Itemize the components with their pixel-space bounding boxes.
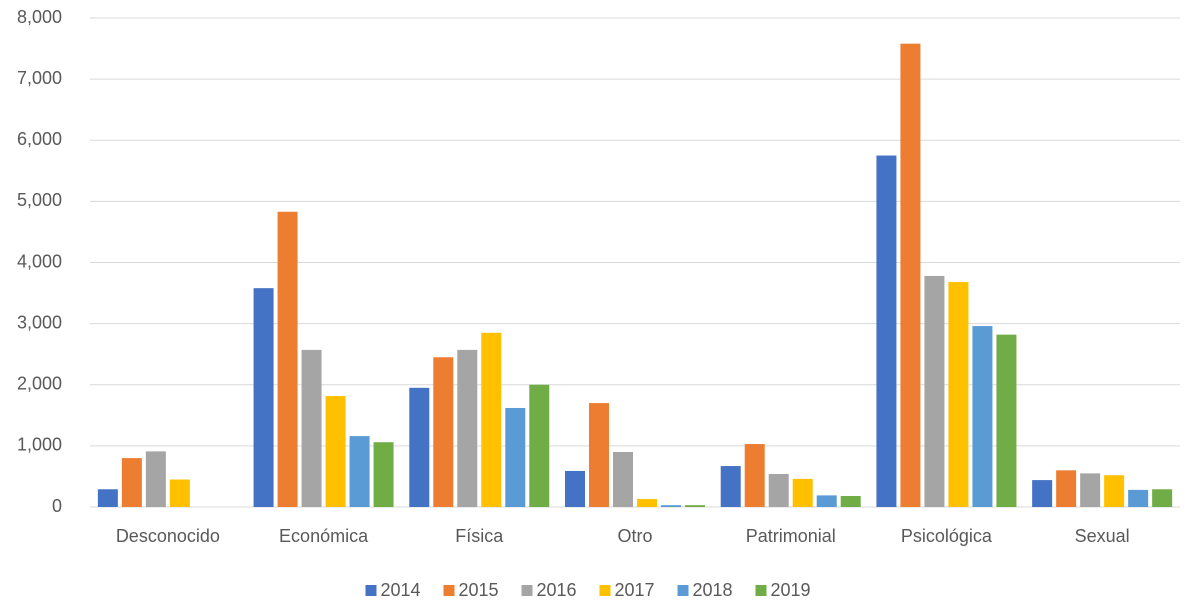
bar <box>948 282 969 507</box>
bar <box>720 466 741 507</box>
bar <box>900 43 921 508</box>
y-tick-label: 1,000 <box>17 435 62 455</box>
legend-label: 2014 <box>381 580 421 600</box>
legend-label: 2017 <box>615 580 655 600</box>
bar <box>145 451 166 507</box>
x-tick-label: Económica <box>279 526 369 546</box>
legend-swatch <box>443 585 455 596</box>
bar <box>565 470 585 507</box>
bar <box>121 458 142 507</box>
bar <box>409 387 430 507</box>
bar <box>481 332 502 507</box>
bar <box>768 473 789 507</box>
bar <box>1128 489 1149 507</box>
legend-swatch <box>521 585 533 596</box>
bar <box>529 384 550 507</box>
bar <box>876 155 897 507</box>
legend-swatch <box>755 585 767 596</box>
legend-label: 2015 <box>459 580 499 600</box>
bar <box>972 326 993 507</box>
bar <box>433 357 454 507</box>
y-tick-label: 0 <box>52 496 62 516</box>
x-tick-label: Desconocido <box>116 526 220 546</box>
y-tick-label: 5,000 <box>17 190 62 210</box>
bar <box>685 505 705 507</box>
y-tick-label: 7,000 <box>17 68 62 88</box>
bar <box>373 442 394 507</box>
bar <box>637 499 657 507</box>
bar <box>301 349 322 507</box>
x-tick-label: Sexual <box>1075 526 1130 546</box>
legend-swatch <box>599 585 611 596</box>
y-tick-label: 3,000 <box>17 312 62 332</box>
bar <box>996 334 1017 507</box>
bar <box>1056 470 1077 507</box>
y-tick-label: 4,000 <box>17 251 62 271</box>
bar <box>661 505 681 507</box>
bar <box>1104 475 1125 507</box>
bar <box>744 444 765 507</box>
bar <box>1080 473 1101 507</box>
bar <box>505 407 526 507</box>
legend-swatch <box>677 585 689 596</box>
legend-swatch <box>365 585 377 596</box>
bar <box>349 436 370 507</box>
y-tick-label: 6,000 <box>17 129 62 149</box>
bar <box>589 403 609 507</box>
bar <box>816 495 837 507</box>
y-tick-label: 8,000 <box>17 7 62 27</box>
x-tick-label: Patrimonial <box>746 526 836 546</box>
legend-label: 2019 <box>771 580 811 600</box>
legend-label: 2016 <box>537 580 577 600</box>
y-tick-label: 2,000 <box>17 374 62 394</box>
bar <box>325 396 346 507</box>
bar <box>924 275 945 507</box>
bar <box>840 495 861 507</box>
bar <box>169 479 190 507</box>
bar <box>792 478 813 507</box>
bar <box>457 349 478 507</box>
x-tick-label: Otro <box>617 526 652 546</box>
legend-label: 2018 <box>693 580 733 600</box>
x-tick-label: Psicológica <box>901 526 993 546</box>
bar <box>1032 480 1053 507</box>
bar <box>1152 489 1173 507</box>
bar <box>277 211 298 508</box>
x-tick-label: Física <box>455 526 504 546</box>
bar <box>253 288 274 507</box>
bar <box>613 451 633 507</box>
bar <box>97 489 118 507</box>
